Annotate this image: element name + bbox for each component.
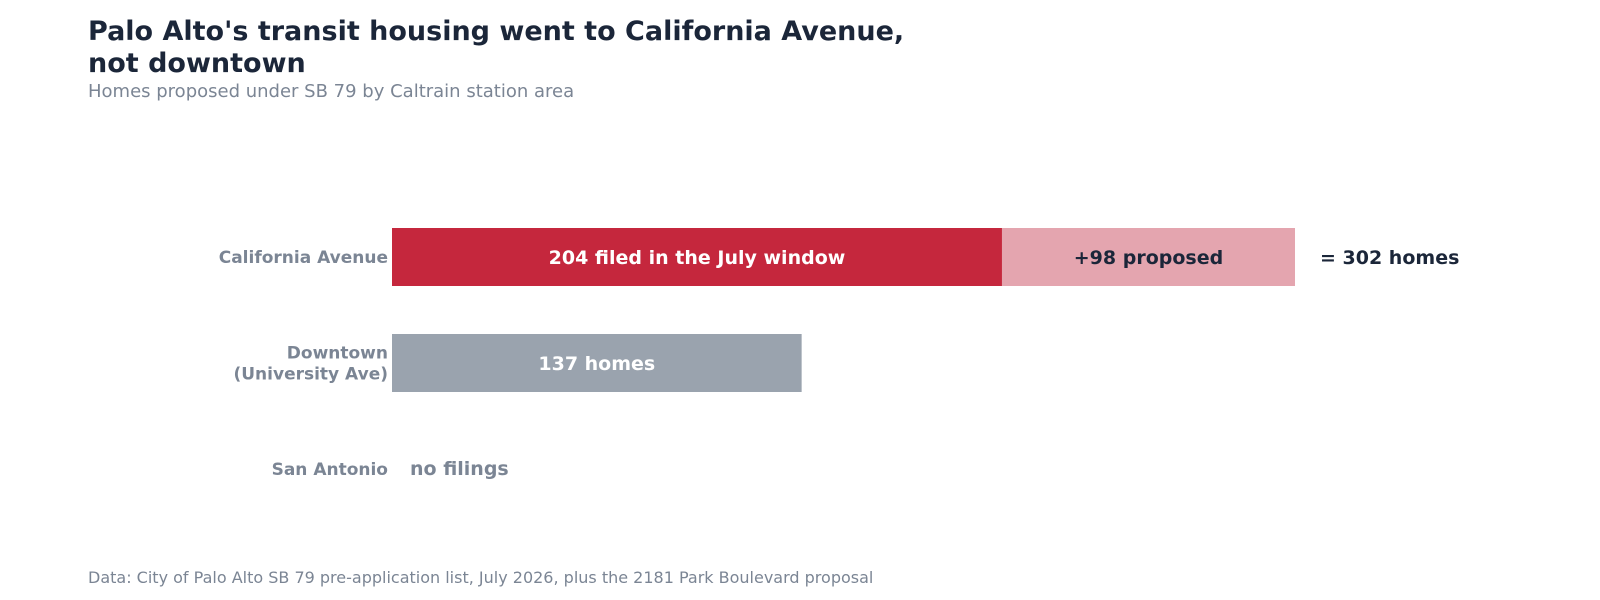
total-label-california-avenue: = 302 homes (1320, 247, 1459, 269)
bar-filed-downtown (392, 334, 802, 392)
chart-title-line-2: not downtown (88, 48, 306, 79)
category-label-san-antonio: San Antonio (272, 460, 388, 480)
category-label-downtown: Downtown (University Ave) (233, 344, 388, 385)
data-label-proposed-california-avenue: +98 proposed (1074, 247, 1223, 269)
bar-proposed-california-avenue (1001, 228, 1295, 286)
chart-title: Palo Alto's transit housing went to Cali… (88, 16, 1088, 80)
chart-subtitle: Homes proposed under SB 79 by Caltrain s… (88, 81, 575, 102)
chart-title-line-1: Palo Alto's transit housing went to Cali… (88, 16, 905, 47)
data-label-filed-downtown: 137 homes (538, 353, 655, 375)
data-label-filed-california-avenue: 204 filed in the July window (549, 247, 846, 269)
empty-label-san-antonio: no filings (410, 458, 509, 480)
source-note: Data: City of Palo Alto SB 79 pre-applic… (88, 568, 874, 587)
bar-filed-california-avenue (392, 228, 1002, 286)
category-label-california-avenue: California Avenue (219, 248, 388, 268)
